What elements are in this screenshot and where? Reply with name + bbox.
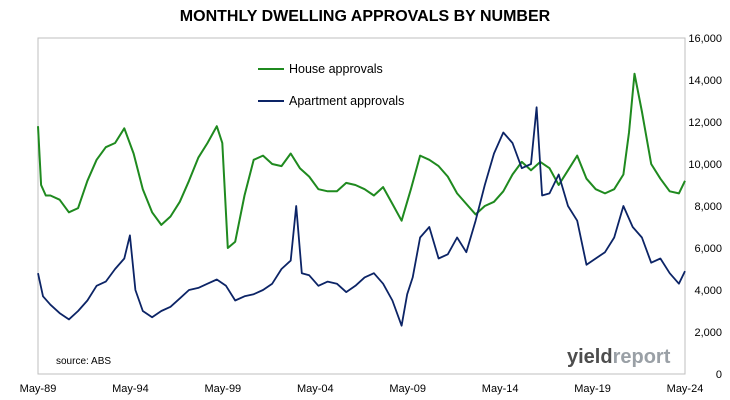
brand-part-2: report <box>613 346 671 368</box>
x-tick-label: May-19 <box>574 383 611 395</box>
legend: House approvals Apartment approvals <box>258 62 404 108</box>
x-tick-label: May-24 <box>667 383 704 395</box>
y-axis-ticks: 0 2,000 4,000 6,000 8,000 10,000 12,000 14,000 1… <box>688 33 722 381</box>
x-tick-label: May-89 <box>20 383 57 395</box>
legend-label-house: House approvals <box>289 62 383 76</box>
y-tick-label: 10,000 <box>688 159 722 171</box>
x-tick-label: May-94 <box>112 383 149 395</box>
legend-label-apartment: Apartment approvals <box>289 94 404 108</box>
chart-title: MONTHLY DWELLING APPROVALS BY NUMBER <box>179 8 551 25</box>
brand-part-1: yield <box>567 346 613 368</box>
y-tick-label: 12,000 <box>688 117 722 129</box>
y-tick-label: 14,000 <box>688 75 722 87</box>
source-note: source: ABS <box>56 356 111 367</box>
y-tick-label: 16,000 <box>688 33 722 45</box>
series-line-apartment <box>37 106 686 327</box>
x-axis-ticks: May-89 May-94 May-99 May-04 May-09 May-14 May-… <box>20 383 704 395</box>
x-tick-label: May-14 <box>482 383 519 395</box>
x-tick-label: May-09 <box>389 383 426 395</box>
svg-text:yieldreport: yieldreport <box>567 346 671 368</box>
y-tick-label: 0 <box>716 369 722 381</box>
series-line-house <box>37 72 686 249</box>
y-tick-label: 4,000 <box>694 285 722 297</box>
series-lines <box>37 72 686 327</box>
brand-logo: yieldreport <box>567 346 671 368</box>
y-tick-label: 8,000 <box>694 201 722 213</box>
plot-area <box>37 37 686 375</box>
x-tick-label: May-04 <box>297 383 334 395</box>
y-tick-label: 2,000 <box>694 327 722 339</box>
x-tick-label: May-99 <box>205 383 242 395</box>
y-tick-label: 6,000 <box>694 243 722 255</box>
